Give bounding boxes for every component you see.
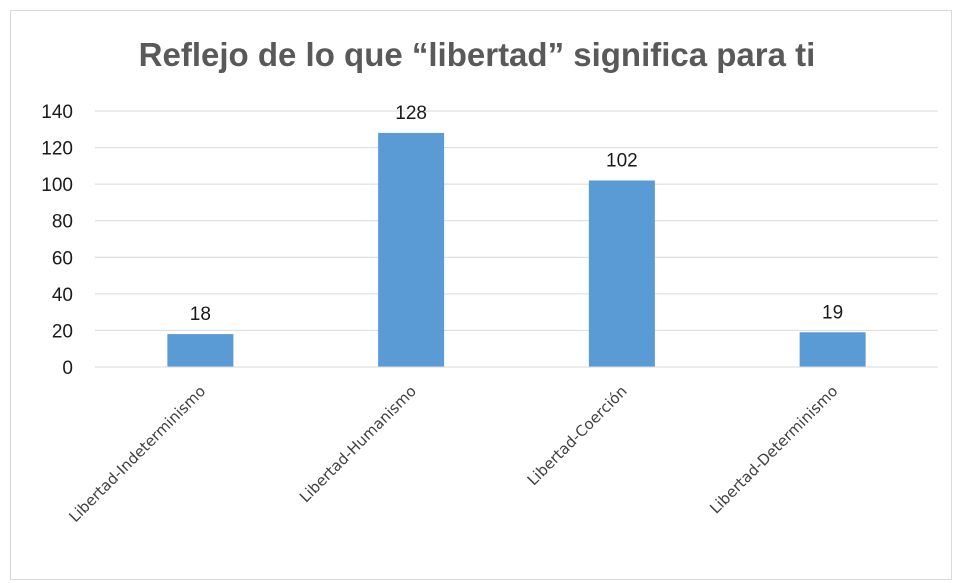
x-tick-label: Libertad-Humanismo bbox=[296, 382, 420, 506]
y-tick-label: 20 bbox=[52, 321, 73, 342]
x-tick-label: Libertad-Coerción bbox=[524, 382, 631, 489]
chart-title: Reflejo de lo que “libertad” significa p… bbox=[138, 36, 816, 73]
y-tick-label: 100 bbox=[41, 175, 73, 196]
y-tick-label: 0 bbox=[62, 358, 73, 379]
data-label: 18 bbox=[190, 304, 211, 325]
bar bbox=[167, 334, 234, 367]
y-tick-label: 60 bbox=[52, 248, 73, 269]
bar bbox=[588, 180, 655, 367]
y-tick-label: 140 bbox=[41, 102, 73, 123]
x-tick-label: Libertad-Determinismo bbox=[706, 382, 841, 517]
data-label: 19 bbox=[822, 302, 843, 323]
y-tick-label: 40 bbox=[52, 285, 73, 306]
x-tick-label: Libertad-Indeterminismo bbox=[66, 382, 210, 526]
y-tick-label: 120 bbox=[41, 139, 73, 160]
data-label: 102 bbox=[606, 150, 638, 171]
bar bbox=[799, 332, 866, 367]
chart-frame bbox=[10, 10, 952, 580]
bar bbox=[378, 132, 445, 367]
data-label: 128 bbox=[395, 103, 427, 124]
y-tick-label: 80 bbox=[52, 212, 73, 233]
